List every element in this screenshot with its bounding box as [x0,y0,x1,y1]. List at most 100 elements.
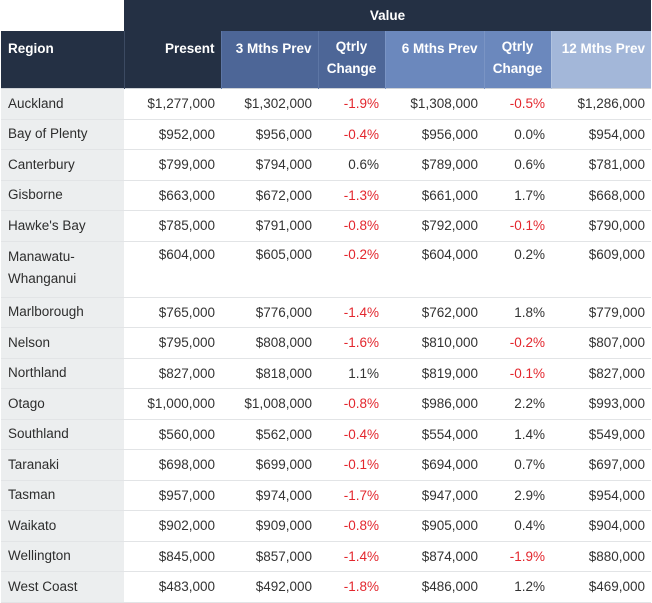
present-value-cell: $795,000 [124,327,221,359]
qtrly-change-cell-2: 1.7% [484,180,551,211]
table-row: West Coast $483,000 $492,000 -1.8% $486,000 1… [1,571,652,603]
three-months-prev-cell: $492,000 [221,571,318,603]
table-row: Marlborough $765,000 $776,000 -1.4% $762,000… [1,297,652,328]
qtrly-change-cell-2: 0.6% [484,149,551,181]
qtrly-change-cell-2: 0.2% [484,241,551,298]
three-months-prev-cell: $699,000 [221,449,318,481]
three-months-prev-cell: $808,000 [221,327,318,359]
three-months-prev-cell: $974,000 [221,480,318,511]
qtrly-change-cell-2: 1.2% [484,571,551,603]
twelve-months-prev-cell: $993,000 [551,388,652,420]
qtrly-change-cell-1: -1.4% [318,541,385,572]
present-value-cell: $845,000 [124,541,221,572]
qtrly-change-cell-2: -0.1% [484,210,551,242]
twelve-months-prev-cell: $807,000 [551,327,652,359]
qtrly-change-cell-1: -0.1% [318,449,385,481]
qtrly-change-cell-1: -1.4% [318,297,385,328]
region-cell: Otago [1,388,124,420]
present-value-cell: $1,277,000 [124,88,221,120]
qtrly-change-cell-1: -0.8% [318,210,385,242]
table-row: Hawke's Bay $785,000 $791,000 -0.8% $792,000… [1,210,652,242]
qtrly-change-cell-1: -0.2% [318,241,385,298]
table-row: Gisborne $663,000 $672,000 -1.3% $661,000 1.7… [1,180,652,211]
twelve-months-prev-cell: $954,000 [551,480,652,511]
region-cell: Waikato [1,510,124,542]
three-months-prev-cell: $672,000 [221,180,318,211]
qtrly-change-cell-1: -1.6% [318,327,385,359]
region-cell: Tasman [1,480,124,511]
twelve-months-prev-cell: $954,000 [551,119,652,150]
three-months-prev-cell: $605,000 [221,241,318,298]
present-value-cell: $785,000 [124,210,221,242]
region-cell: West Coast [1,571,124,603]
region-cell: Hawke's Bay [1,210,124,242]
present-value-cell: $827,000 [124,358,221,389]
qtrly-change-cell-1: -1.8% [318,571,385,603]
table-row: Waikato $902,000 $909,000 -0.8% $905,000 0.4%… [1,510,652,542]
qtrly-change-cell-2: 1.4% [484,419,551,450]
table-row: Bay of Plenty $952,000 $956,000 -0.4% $956,0… [1,119,652,150]
column-header-row: Region Present 3 Mths Prev Qtrly Change … [1,31,652,89]
qtrly-change-cell-2: -1.9% [484,541,551,572]
twelve-months-prev-cell: $549,000 [551,419,652,450]
region-column-header: Region [1,31,124,89]
table-row: Manawatu-Whanganui $604,000 $605,000 -0.2% $… [1,241,652,298]
six-months-prev-cell: $810,000 [385,327,484,359]
six-months-prev-column-header: 6 Mths Prev [384,31,484,89]
table-body: Auckland $1,277,000 $1,302,000 -1.9% $1,308,… [1,88,652,603]
table-row: Otago $1,000,000 $1,008,000 -0.8% $986,000 2.… [1,388,652,420]
six-months-prev-cell: $947,000 [385,480,484,511]
group-header-row: Value [1,0,652,31]
qtrly-change-cell-1: -0.4% [318,119,385,150]
three-months-prev-cell: $791,000 [221,210,318,242]
six-months-prev-cell: $661,000 [385,180,484,211]
three-months-prev-cell: $776,000 [221,297,318,328]
qtrly-change-cell-2: 0.7% [484,449,551,481]
three-months-prev-cell: $562,000 [221,419,318,450]
region-cell: Auckland [1,88,124,120]
present-value-cell: $957,000 [124,480,221,511]
six-months-prev-cell: $762,000 [385,297,484,328]
table-row: Nelson $795,000 $808,000 -1.6% $810,000 -0.2%… [1,327,652,359]
present-value-cell: $765,000 [124,297,221,328]
table-row: Taranaki $698,000 $699,000 -0.1% $694,000 0.7… [1,449,652,481]
twelve-months-prev-cell: $781,000 [551,149,652,181]
six-months-prev-cell: $486,000 [385,571,484,603]
present-value-cell: $799,000 [124,149,221,181]
qtrly-change-cell-1: -1.3% [318,180,385,211]
twelve-months-prev-cell: $609,000 [551,241,652,298]
qtrly-change-cell-2: 2.9% [484,480,551,511]
present-value-cell: $952,000 [124,119,221,150]
region-cell: Gisborne [1,180,124,211]
qtrly-change-cell-2: 0.4% [484,510,551,542]
qtrly-change-cell-1: -1.9% [318,88,385,120]
three-months-prev-cell: $956,000 [221,119,318,150]
six-months-prev-cell: $986,000 [385,388,484,420]
table-row: Northland $827,000 $818,000 1.1% $819,000 -0.… [1,358,652,389]
region-cell: Nelson [1,327,124,359]
twelve-months-prev-column-header: 12 Mths Prev [550,31,652,89]
qtrly-change-cell-1: -0.4% [318,419,385,450]
region-cell: Taranaki [1,449,124,481]
three-months-prev-cell: $857,000 [221,541,318,572]
twelve-months-prev-cell: $697,000 [551,449,652,481]
twelve-months-prev-cell: $779,000 [551,297,652,328]
qtrly-change-cell-2: 2.2% [484,388,551,420]
present-value-cell: $560,000 [124,419,221,450]
six-months-prev-cell: $792,000 [385,210,484,242]
six-months-prev-cell: $789,000 [385,149,484,181]
table-row: Auckland $1,277,000 $1,302,000 -1.9% $1,308,… [1,88,652,120]
qtrly-change-cell-1: 1.1% [318,358,385,389]
twelve-months-prev-cell: $880,000 [551,541,652,572]
three-months-prev-cell: $794,000 [221,149,318,181]
six-months-prev-cell: $819,000 [385,358,484,389]
present-value-cell: $483,000 [124,571,221,603]
present-value-cell: $698,000 [124,449,221,481]
region-cell: Southland [1,419,124,450]
qtrly-change-cell-2: -0.2% [484,327,551,359]
region-cell: Northland [1,358,124,389]
qtrly-change-cell-2: -0.5% [484,88,551,120]
six-months-prev-cell: $604,000 [385,241,484,298]
